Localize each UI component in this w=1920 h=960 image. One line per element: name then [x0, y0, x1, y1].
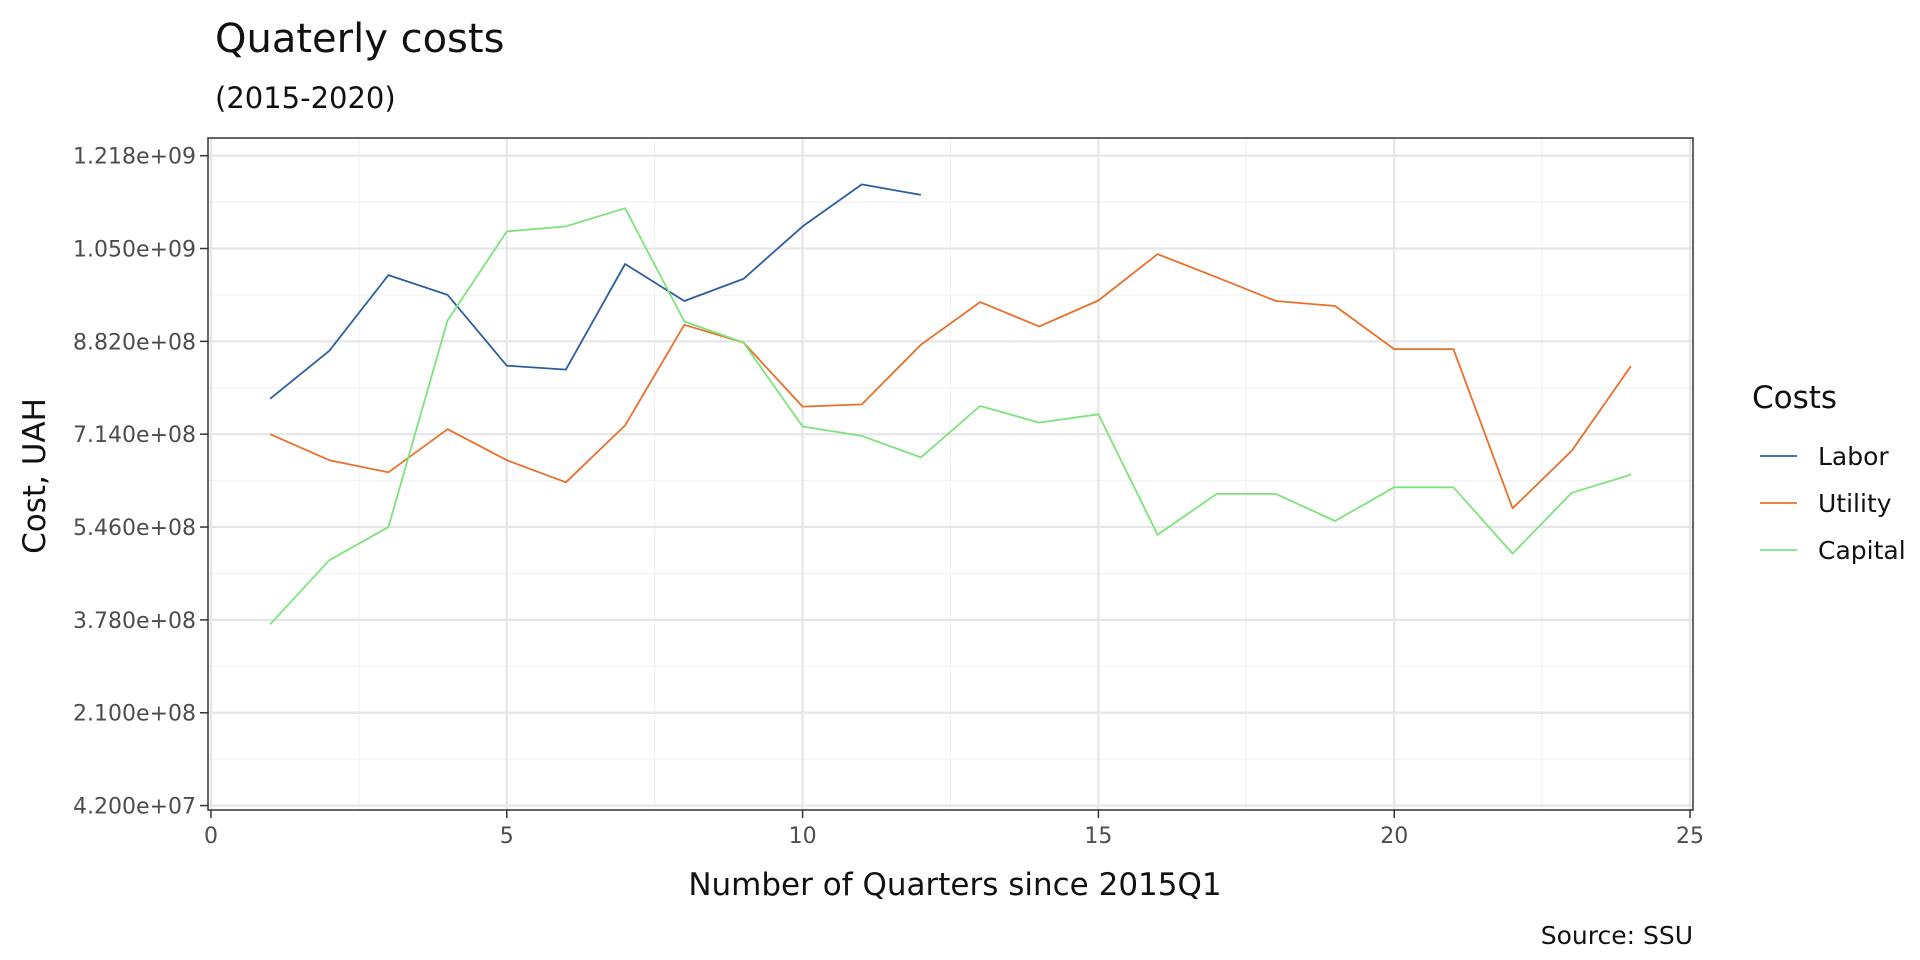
legend-label-capital: Capital [1818, 536, 1906, 565]
x-axis-title: Number of Quarters since 2015Q1 [688, 867, 1221, 903]
y-tick-label: 2.100e+08 [73, 702, 196, 727]
major-gridlines [208, 138, 1693, 810]
chart-title: Quaterly costs [215, 16, 504, 62]
x-tick-label: 5 [500, 824, 514, 849]
legend-label-labor: Labor [1818, 442, 1889, 471]
y-tick-label: 8.820e+08 [73, 330, 196, 355]
chart-subtitle: (2015-2020) [215, 81, 396, 115]
series-line-utility [269, 253, 1632, 510]
series-lines [269, 183, 1632, 625]
legend-items: Labor Utility Capital [1760, 442, 1906, 565]
x-tick-label: 0 [204, 824, 218, 849]
y-tick-label: 7.140e+08 [73, 423, 196, 448]
y-tick-label: 4.200e+07 [73, 795, 196, 820]
y-tick-label: 1.050e+09 [73, 238, 196, 263]
x-tick-label: 10 [789, 824, 817, 849]
series-line-labor [269, 183, 922, 400]
legend: Costs Labor Utility Capital [1752, 380, 1906, 565]
x-tick-label: 20 [1380, 824, 1408, 849]
y-tick-label: 3.780e+08 [73, 609, 196, 634]
legend-label-utility: Utility [1818, 489, 1892, 518]
chart-caption: Source: SSU [1541, 921, 1693, 950]
legend-title: Costs [1752, 380, 1837, 416]
series-line-capital [269, 207, 1632, 625]
y-tick-label: 5.460e+08 [73, 516, 196, 541]
x-tick-label: 25 [1676, 824, 1704, 849]
x-axis-ticks: 0 5 10 15 20 25 [204, 810, 1704, 849]
y-tick-label: 1.218e+09 [73, 145, 196, 170]
plot-panel-border [207, 137, 1694, 811]
minor-gridlines [208, 138, 1693, 810]
y-axis-title: Cost, UAH [17, 398, 53, 554]
y-axis-ticks: 4.200e+07 2.100e+08 3.780e+08 5.460e+08 7.14… [73, 145, 208, 820]
x-tick-label: 15 [1084, 824, 1112, 849]
